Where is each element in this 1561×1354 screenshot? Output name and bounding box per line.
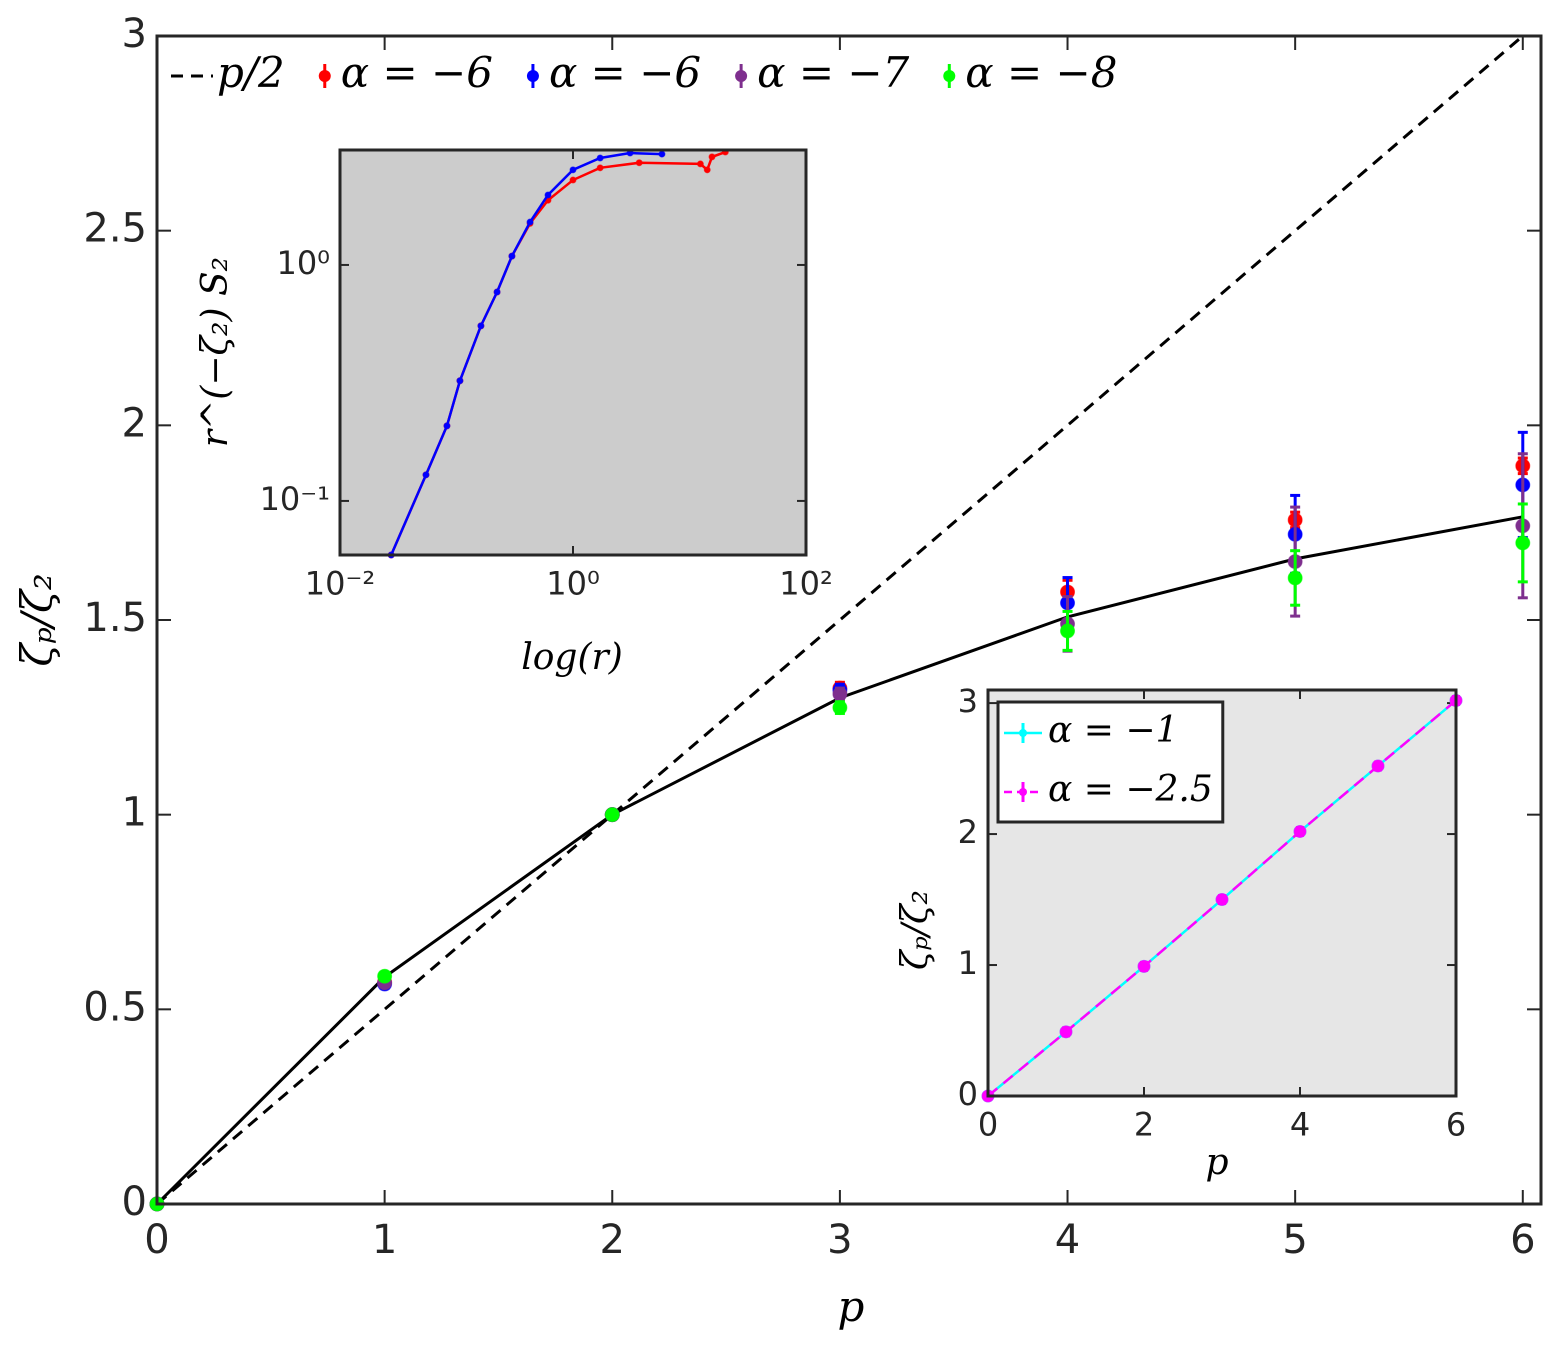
legend-symbol — [943, 70, 956, 82]
y-tick-label: 2.5 — [83, 206, 147, 252]
y-tick-label: 0 — [958, 1075, 978, 1113]
legend-symbol — [526, 70, 539, 82]
data-point — [1060, 623, 1076, 639]
y-tick-label: 0 — [122, 1179, 147, 1225]
data-point — [544, 191, 552, 199]
x-tick-label: 2 — [600, 1217, 625, 1263]
y-tick-label: 10⁻¹ — [260, 480, 330, 518]
data-point — [696, 160, 704, 168]
chart-panel: 0 2 4 6 0 1 2 3 p ζₚ/ζ₂ α = −1 α = −2.5 — [895, 682, 1466, 1183]
x-tick-label: 4 — [1290, 1105, 1310, 1143]
y-tick-label: 10⁰ — [276, 244, 330, 282]
data-point — [1287, 570, 1303, 586]
data-point — [604, 807, 620, 823]
legend-label: α = −1 — [1048, 710, 1178, 751]
x-axis-label: log(r) — [521, 637, 623, 678]
legend: p/2 α = −6 α = −6 α = −7 α = −8 — [171, 48, 1117, 97]
data-point — [377, 968, 393, 984]
axes-box — [155, 34, 1543, 1206]
x-axis-label: p — [838, 1282, 865, 1331]
axes-box — [338, 148, 808, 557]
data-point — [708, 153, 716, 161]
data-point — [493, 288, 501, 296]
data-point — [526, 218, 534, 226]
chart-panel: 10⁻² 10⁰ 10² 10⁻¹ 10⁰ log(r) r^(−ζ₂) S₂ — [195, 148, 833, 678]
data-point — [1059, 1025, 1073, 1039]
y-tick-label: 2 — [958, 813, 978, 851]
y-axis-label: ζₚ/ζ₂ — [12, 573, 61, 666]
legend-symbol — [1019, 788, 1027, 796]
data-point — [1515, 535, 1531, 551]
y-tick-label: 1 — [122, 790, 147, 836]
legend-label: α = −7 — [757, 48, 909, 97]
data-point — [1215, 893, 1229, 907]
data-point — [569, 166, 577, 174]
y-tick-label: 2 — [122, 400, 147, 446]
legend-label: α = −8 — [965, 48, 1117, 97]
data-point — [832, 686, 848, 702]
data-point — [422, 471, 430, 479]
legend-symbol — [735, 70, 748, 82]
legend-label: α = −6 — [341, 48, 493, 97]
y-axis-label: r^(−ζ₂) S₂ — [195, 257, 236, 447]
y-tick-label: 1.5 — [83, 595, 147, 641]
x-tick-label: 0 — [144, 1217, 169, 1263]
axes-box — [986, 688, 1458, 1098]
data-point — [1371, 759, 1385, 773]
y-tick-label: 3 — [122, 11, 147, 57]
data-point — [596, 154, 604, 162]
data-point — [596, 164, 604, 172]
x-tick-label: 5 — [1282, 1217, 1307, 1263]
x-tick-label: 3 — [827, 1217, 852, 1263]
data-point — [1293, 824, 1307, 838]
data-point — [443, 422, 451, 430]
plot-background — [340, 150, 806, 555]
x-axis-label: p — [1205, 1142, 1228, 1183]
data-point — [508, 252, 516, 260]
x-tick-label: 6 — [1446, 1105, 1466, 1143]
legend-symbol — [1019, 729, 1027, 737]
y-tick-label: 3 — [958, 682, 978, 720]
legend-box — [996, 700, 1225, 824]
data-point — [477, 322, 485, 330]
x-tick-label: 6 — [1510, 1217, 1535, 1263]
x-tick-label: 10² — [779, 564, 833, 602]
data-point — [456, 377, 464, 385]
x-tick-label: 10⁻² — [305, 564, 375, 602]
data-point — [658, 150, 666, 158]
x-tick-label: 2 — [1134, 1105, 1154, 1143]
legend-symbol — [318, 70, 331, 82]
data-point — [569, 176, 577, 184]
y-tick-label: 0.5 — [83, 984, 147, 1030]
y-axis-label: ζₚ/ζ₂ — [895, 890, 936, 970]
x-tick-label: 4 — [1055, 1217, 1080, 1263]
data-point — [703, 166, 711, 174]
legend-label: p/2 — [217, 48, 285, 97]
legend-label: α = −6 — [549, 48, 701, 97]
legend-label: α = −2.5 — [1048, 769, 1213, 810]
x-tick-label: 1 — [372, 1217, 397, 1263]
x-tick-label: 10⁰ — [546, 564, 600, 602]
y-tick-label: 1 — [958, 944, 978, 982]
data-point — [832, 700, 848, 716]
legend: α = −1 α = −2.5 — [996, 700, 1225, 824]
data-point — [635, 159, 643, 167]
chart-panel: 0 1 2 3 4 5 6 0 0.5 1 1.5 2 2.5 3 p ζₚ/ζ₂ p/2 α = −6 α = −… — [12, 11, 1543, 1331]
data-point — [1137, 959, 1151, 973]
x-tick-label: 0 — [978, 1105, 998, 1143]
